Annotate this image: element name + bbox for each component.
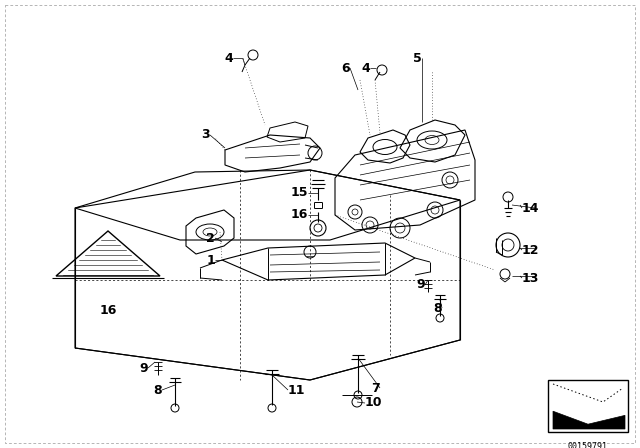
Text: 5: 5 xyxy=(413,52,422,65)
Text: 12: 12 xyxy=(522,244,540,257)
Text: 8: 8 xyxy=(433,302,442,314)
Text: 10: 10 xyxy=(365,396,383,409)
Text: 9: 9 xyxy=(140,362,148,375)
Text: 4: 4 xyxy=(361,61,370,74)
Text: 8: 8 xyxy=(154,383,162,396)
Text: 14: 14 xyxy=(522,202,540,215)
Text: 7: 7 xyxy=(371,382,380,395)
Text: 00159791: 00159791 xyxy=(568,442,608,448)
Bar xyxy=(548,380,628,432)
Text: 1: 1 xyxy=(206,254,215,267)
Polygon shape xyxy=(553,411,625,429)
Text: 11: 11 xyxy=(288,383,305,396)
Text: 6: 6 xyxy=(341,61,350,74)
Text: 15: 15 xyxy=(291,186,308,199)
Text: 2: 2 xyxy=(206,232,215,245)
Text: 3: 3 xyxy=(202,129,210,142)
Text: 9: 9 xyxy=(417,279,425,292)
Text: 4: 4 xyxy=(224,52,233,65)
Text: 13: 13 xyxy=(522,271,540,284)
Text: 16: 16 xyxy=(291,208,308,221)
Text: 16: 16 xyxy=(99,303,116,316)
